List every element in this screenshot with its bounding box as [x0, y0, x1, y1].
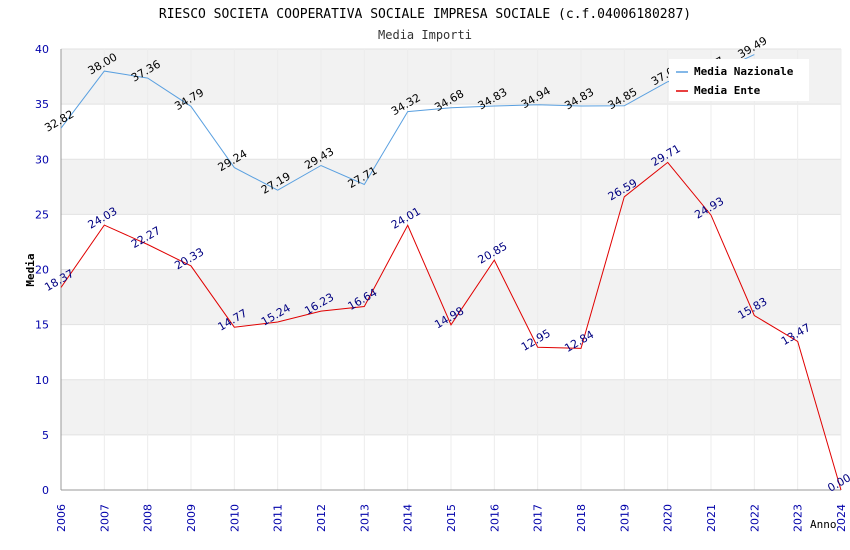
series-lines	[60, 54, 842, 491]
y-tick-label: 20	[35, 264, 49, 277]
y-tick-labels: 0 5 10 15 20 25 30 35 40	[35, 43, 49, 497]
x-tick-label: 2020	[662, 504, 675, 532]
x-tick-label: 2023	[792, 504, 805, 532]
x-tick-label: 2021	[705, 504, 718, 532]
y-axis-label: Media	[24, 253, 37, 286]
x-tick-labels: 2006 2007 2008 2009 2010 2011 2012 2013 2014 2015…	[55, 504, 848, 532]
x-tick-label: 2017	[532, 504, 545, 532]
x-tick-label: 2010	[228, 504, 241, 532]
chart-title: RIESCO SOCIETA COOPERATIVA SOCIALE IMPRE…	[159, 7, 691, 22]
y-tick-label: 30	[35, 153, 49, 166]
x-tick-label: 2007	[98, 504, 111, 532]
x-tick-label: 2013	[358, 504, 371, 532]
x-tick-label: 2012	[315, 504, 328, 532]
x-tick-label: 2022	[748, 504, 761, 532]
x-tick-label: 2008	[142, 504, 155, 532]
chart-subtitle: Media Importi	[378, 28, 472, 42]
x-tick-label: 2024	[835, 504, 848, 532]
x-axis-label: Anno	[810, 518, 837, 531]
y-tick-label: 5	[42, 429, 49, 442]
y-tick-label: 10	[35, 374, 49, 387]
x-tick-label: 2009	[185, 504, 198, 532]
x-tick-label: 2016	[488, 504, 501, 532]
y-tick-label: 0	[42, 484, 49, 497]
x-tick-label: 2015	[445, 504, 458, 532]
y-tick-label: 25	[35, 208, 49, 221]
series-line-media-ente	[60, 161, 842, 491]
x-tick-label: 2019	[618, 504, 631, 532]
axes	[60, 49, 841, 491]
y-tick-label: 35	[35, 98, 49, 111]
y-tick-label: 40	[35, 43, 49, 56]
legend-label-media-nazionale: Media Nazionale	[694, 65, 794, 78]
legend: Media Nazionale Media Ente	[669, 59, 809, 101]
x-tick-label: 2014	[402, 504, 415, 532]
x-tick-label: 2011	[272, 504, 285, 532]
x-tick-label: 2006	[55, 504, 68, 532]
y-tick-label: 15	[35, 319, 49, 332]
x-tick-label: 2018	[575, 504, 588, 532]
series-line-media-nazionale	[60, 54, 755, 191]
legend-label-media-ente: Media Ente	[694, 84, 761, 97]
legend-box	[669, 59, 809, 101]
